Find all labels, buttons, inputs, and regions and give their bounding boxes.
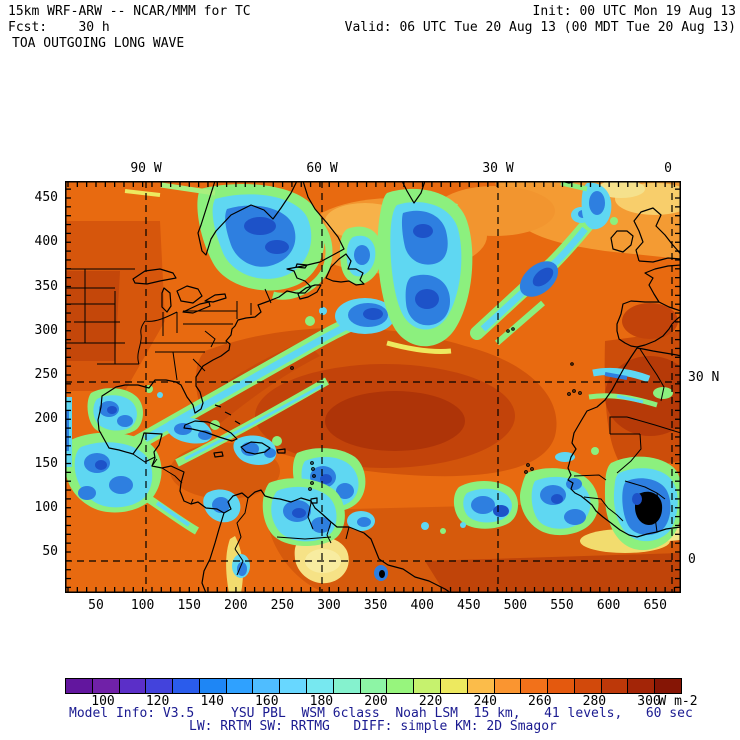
bottom-axis-label: 650 [643, 598, 667, 613]
colorbar-tick-label: 120 [145, 694, 170, 709]
colorbar-cell [306, 679, 333, 693]
bottom-axis-label: 250 [270, 598, 295, 613]
political-borders [65, 268, 682, 576]
colorbar-cell [439, 679, 467, 693]
colorbar-cell [573, 679, 601, 693]
colorbar-tick-label: 220 [418, 694, 443, 709]
bottom-axis-label: 400 [410, 598, 434, 613]
model-physics-line1: YSU PBL WSM 6class Noah LSM 15 km, 41 le… [231, 706, 693, 721]
olr-map [65, 180, 695, 594]
olr-map-svg [65, 180, 695, 594]
colorbar-cell [332, 679, 360, 693]
colorbar-cell [654, 679, 681, 693]
colorbar-cell [547, 679, 574, 693]
bottom-axis-label: 500 [503, 598, 528, 613]
colorbar-tick-label: 140 [200, 694, 224, 709]
right-axis-label: 30 N [688, 370, 720, 385]
left-axis-label: 400 [34, 234, 58, 250]
colorbar-tick-label: 260 [528, 694, 552, 709]
colorbar-cell [198, 679, 226, 693]
colorbar-cell [600, 679, 628, 693]
map-frame [65, 181, 681, 593]
colorbar-tick-label: 100 [91, 694, 115, 709]
header-fcst-hour: Fcst: 30 h [8, 20, 110, 35]
colorbar-cell [118, 679, 146, 693]
colorbar-cell [252, 679, 280, 693]
right-axis-label: 0 [688, 552, 696, 567]
left-axis-label: 50 [42, 544, 58, 559]
left-axis-label: 350 [34, 278, 58, 294]
colorbar-tick-label: 180 [309, 694, 334, 709]
colorbar-cell [413, 679, 440, 693]
model-physics-line2: LW: RRTM SW: RRTMG DIFF: simple KM: 2D S… [189, 719, 557, 734]
colorbar-cell [172, 679, 199, 693]
colorbar-tick-label: 240 [473, 694, 497, 709]
colorbar-cell [225, 679, 253, 693]
cloud-features [65, 180, 683, 581]
colorbar-cell [386, 679, 414, 693]
colorbar-tick-label: 200 [364, 694, 388, 709]
colorbar-cell [493, 679, 521, 693]
top-axis-label: 90 W [130, 161, 162, 176]
left-axis-label: 200 [34, 411, 58, 427]
colorbar-cell [359, 679, 387, 693]
left-axis-label: 450 [34, 190, 58, 205]
left-axis-label: 100 [34, 499, 58, 515]
bottom-axis-label: 150 [177, 598, 201, 613]
left-axis-label: 300 [34, 322, 58, 338]
colorbar-cell [66, 679, 92, 693]
model-info-version: Model Info: V3.5 [69, 706, 195, 721]
bottom-axis-label: 300 [317, 598, 341, 613]
bottom-axis-label: 450 [457, 598, 481, 613]
bottom-axis-label: 600 [596, 598, 621, 613]
bottom-axis-label: 50 [88, 598, 104, 613]
header-valid-time: Valid: 06 UTC Tue 20 Aug 13 (00 MDT Tue … [344, 20, 736, 35]
colorbar-cell [466, 679, 494, 693]
bottom-axis-label: 100 [130, 598, 155, 613]
top-axis-label: 0 [664, 161, 672, 176]
header-model-line: 15km WRF-ARW -- NCAR/MMM for TC [8, 4, 251, 19]
top-axis-label: 60 W [306, 161, 338, 176]
colorbar-tick-label: 300 [637, 694, 661, 709]
colorbar-cell [145, 679, 173, 693]
colorbar-cell [520, 679, 548, 693]
colorbar-tick-label: 160 [255, 694, 279, 709]
field-title: TOA OUTGOING LONG WAVE [12, 36, 185, 51]
colorbar-cell [279, 679, 307, 693]
left-axis-label: 250 [34, 367, 58, 382]
colorbar-unit-label: W m-2 [658, 694, 698, 709]
colorbar [65, 678, 682, 694]
bottom-axis-label: 350 [363, 598, 388, 613]
colorbar-tick-label: 280 [582, 694, 607, 709]
coastlines [97, 180, 682, 594]
colorbar-cell [91, 679, 119, 693]
bottom-axis-label: 550 [550, 598, 574, 613]
left-axis-label: 150 [34, 455, 58, 471]
header-init-time: Init: 00 UTC Mon 19 Aug 13 [532, 4, 737, 19]
top-axis-label: 30 W [482, 161, 514, 176]
colorbar-cell [627, 679, 655, 693]
bottom-axis-label: 200 [224, 598, 248, 613]
